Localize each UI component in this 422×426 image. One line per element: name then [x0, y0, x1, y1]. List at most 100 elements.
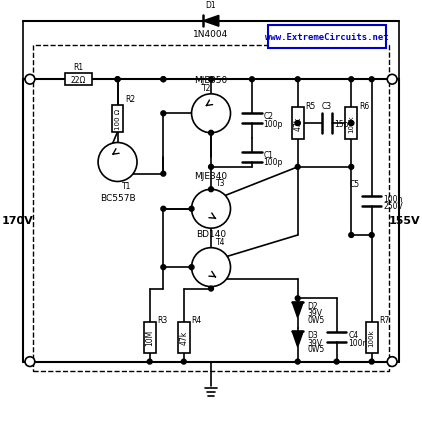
- Text: C2: C2: [264, 112, 273, 121]
- Bar: [112, 105, 123, 132]
- Circle shape: [349, 165, 354, 170]
- Circle shape: [349, 121, 354, 126]
- Text: 100n: 100n: [383, 194, 403, 203]
- Text: BC557B: BC557B: [100, 194, 135, 203]
- Bar: [65, 74, 92, 86]
- Text: 1N4004: 1N4004: [193, 30, 229, 39]
- Polygon shape: [292, 302, 303, 318]
- Circle shape: [192, 95, 230, 133]
- Circle shape: [181, 359, 186, 364]
- Text: 47k: 47k: [293, 117, 302, 131]
- Text: D3: D3: [308, 330, 318, 339]
- Circle shape: [115, 78, 120, 83]
- Bar: [33, 46, 389, 371]
- Circle shape: [249, 78, 254, 83]
- Circle shape: [25, 357, 35, 367]
- Text: BD140: BD140: [196, 229, 226, 239]
- Text: 10M: 10M: [145, 329, 154, 345]
- Text: T3: T3: [216, 179, 225, 188]
- Text: R4: R4: [192, 316, 202, 325]
- Circle shape: [208, 131, 214, 136]
- Circle shape: [387, 75, 397, 85]
- Text: R7: R7: [379, 316, 390, 325]
- Circle shape: [208, 286, 214, 291]
- Circle shape: [369, 233, 374, 238]
- Text: MJE350: MJE350: [195, 76, 227, 85]
- Text: +: +: [26, 75, 34, 84]
- Text: 0: 0: [389, 357, 395, 366]
- Text: R1: R1: [73, 63, 84, 72]
- Text: +: +: [388, 75, 396, 84]
- Text: T1: T1: [122, 182, 132, 191]
- Text: R6: R6: [359, 102, 369, 111]
- Text: C4: C4: [348, 330, 358, 339]
- Text: T2: T2: [201, 83, 211, 93]
- Circle shape: [387, 357, 397, 367]
- Circle shape: [161, 78, 166, 83]
- Circle shape: [189, 265, 194, 270]
- Bar: [366, 322, 378, 353]
- Circle shape: [349, 121, 354, 126]
- Text: R2: R2: [125, 95, 135, 104]
- Circle shape: [208, 165, 214, 170]
- Text: 22Ω: 22Ω: [71, 75, 86, 84]
- Text: C3: C3: [322, 102, 332, 111]
- Text: 100p: 100p: [264, 158, 283, 167]
- Circle shape: [295, 121, 300, 126]
- Circle shape: [161, 207, 166, 212]
- Text: 39V: 39V: [308, 309, 322, 318]
- Text: R3: R3: [157, 316, 168, 325]
- Circle shape: [161, 78, 166, 83]
- Bar: [345, 108, 357, 139]
- Text: 100k: 100k: [369, 329, 375, 346]
- Text: 0W5: 0W5: [308, 345, 325, 354]
- Text: 100n: 100n: [348, 338, 368, 347]
- Circle shape: [295, 121, 300, 126]
- Text: 47k: 47k: [179, 330, 188, 345]
- Text: 100p: 100p: [264, 119, 283, 128]
- Circle shape: [349, 233, 354, 238]
- Text: C5: C5: [350, 179, 360, 188]
- Circle shape: [192, 190, 230, 229]
- Text: 250V: 250V: [383, 202, 403, 211]
- Text: R5: R5: [306, 102, 316, 111]
- Polygon shape: [292, 331, 303, 347]
- Text: D2: D2: [308, 301, 318, 310]
- Circle shape: [369, 359, 374, 364]
- Circle shape: [369, 78, 374, 83]
- Bar: [292, 108, 303, 139]
- Circle shape: [295, 296, 300, 301]
- Circle shape: [98, 143, 137, 182]
- Text: 15p: 15p: [335, 119, 349, 128]
- Text: 0W5: 0W5: [308, 316, 325, 325]
- Text: 155V: 155V: [389, 216, 421, 226]
- Bar: [178, 322, 189, 353]
- Text: 0: 0: [27, 357, 33, 366]
- Circle shape: [334, 359, 339, 364]
- Circle shape: [295, 165, 300, 170]
- Text: C1: C1: [264, 150, 273, 159]
- Text: www.ExtremeCircuits.net: www.ExtremeCircuits.net: [265, 33, 389, 42]
- Circle shape: [349, 78, 354, 83]
- Circle shape: [189, 207, 194, 212]
- Circle shape: [25, 75, 35, 85]
- Text: 170V: 170V: [1, 216, 33, 226]
- Text: D1: D1: [206, 1, 216, 10]
- Bar: [144, 322, 156, 353]
- FancyBboxPatch shape: [268, 26, 386, 49]
- Circle shape: [115, 78, 120, 83]
- Text: 39V: 39V: [308, 338, 322, 347]
- Circle shape: [295, 78, 300, 83]
- Text: 100k: 100k: [348, 115, 354, 132]
- Polygon shape: [203, 16, 219, 27]
- Circle shape: [147, 359, 152, 364]
- Circle shape: [161, 172, 166, 177]
- Circle shape: [161, 265, 166, 270]
- Circle shape: [208, 187, 214, 192]
- Circle shape: [161, 112, 166, 116]
- Text: 100 Ω: 100 Ω: [114, 108, 121, 130]
- Circle shape: [295, 359, 300, 364]
- Text: MJE340: MJE340: [195, 171, 227, 180]
- Circle shape: [192, 248, 230, 287]
- Text: T4: T4: [216, 237, 225, 246]
